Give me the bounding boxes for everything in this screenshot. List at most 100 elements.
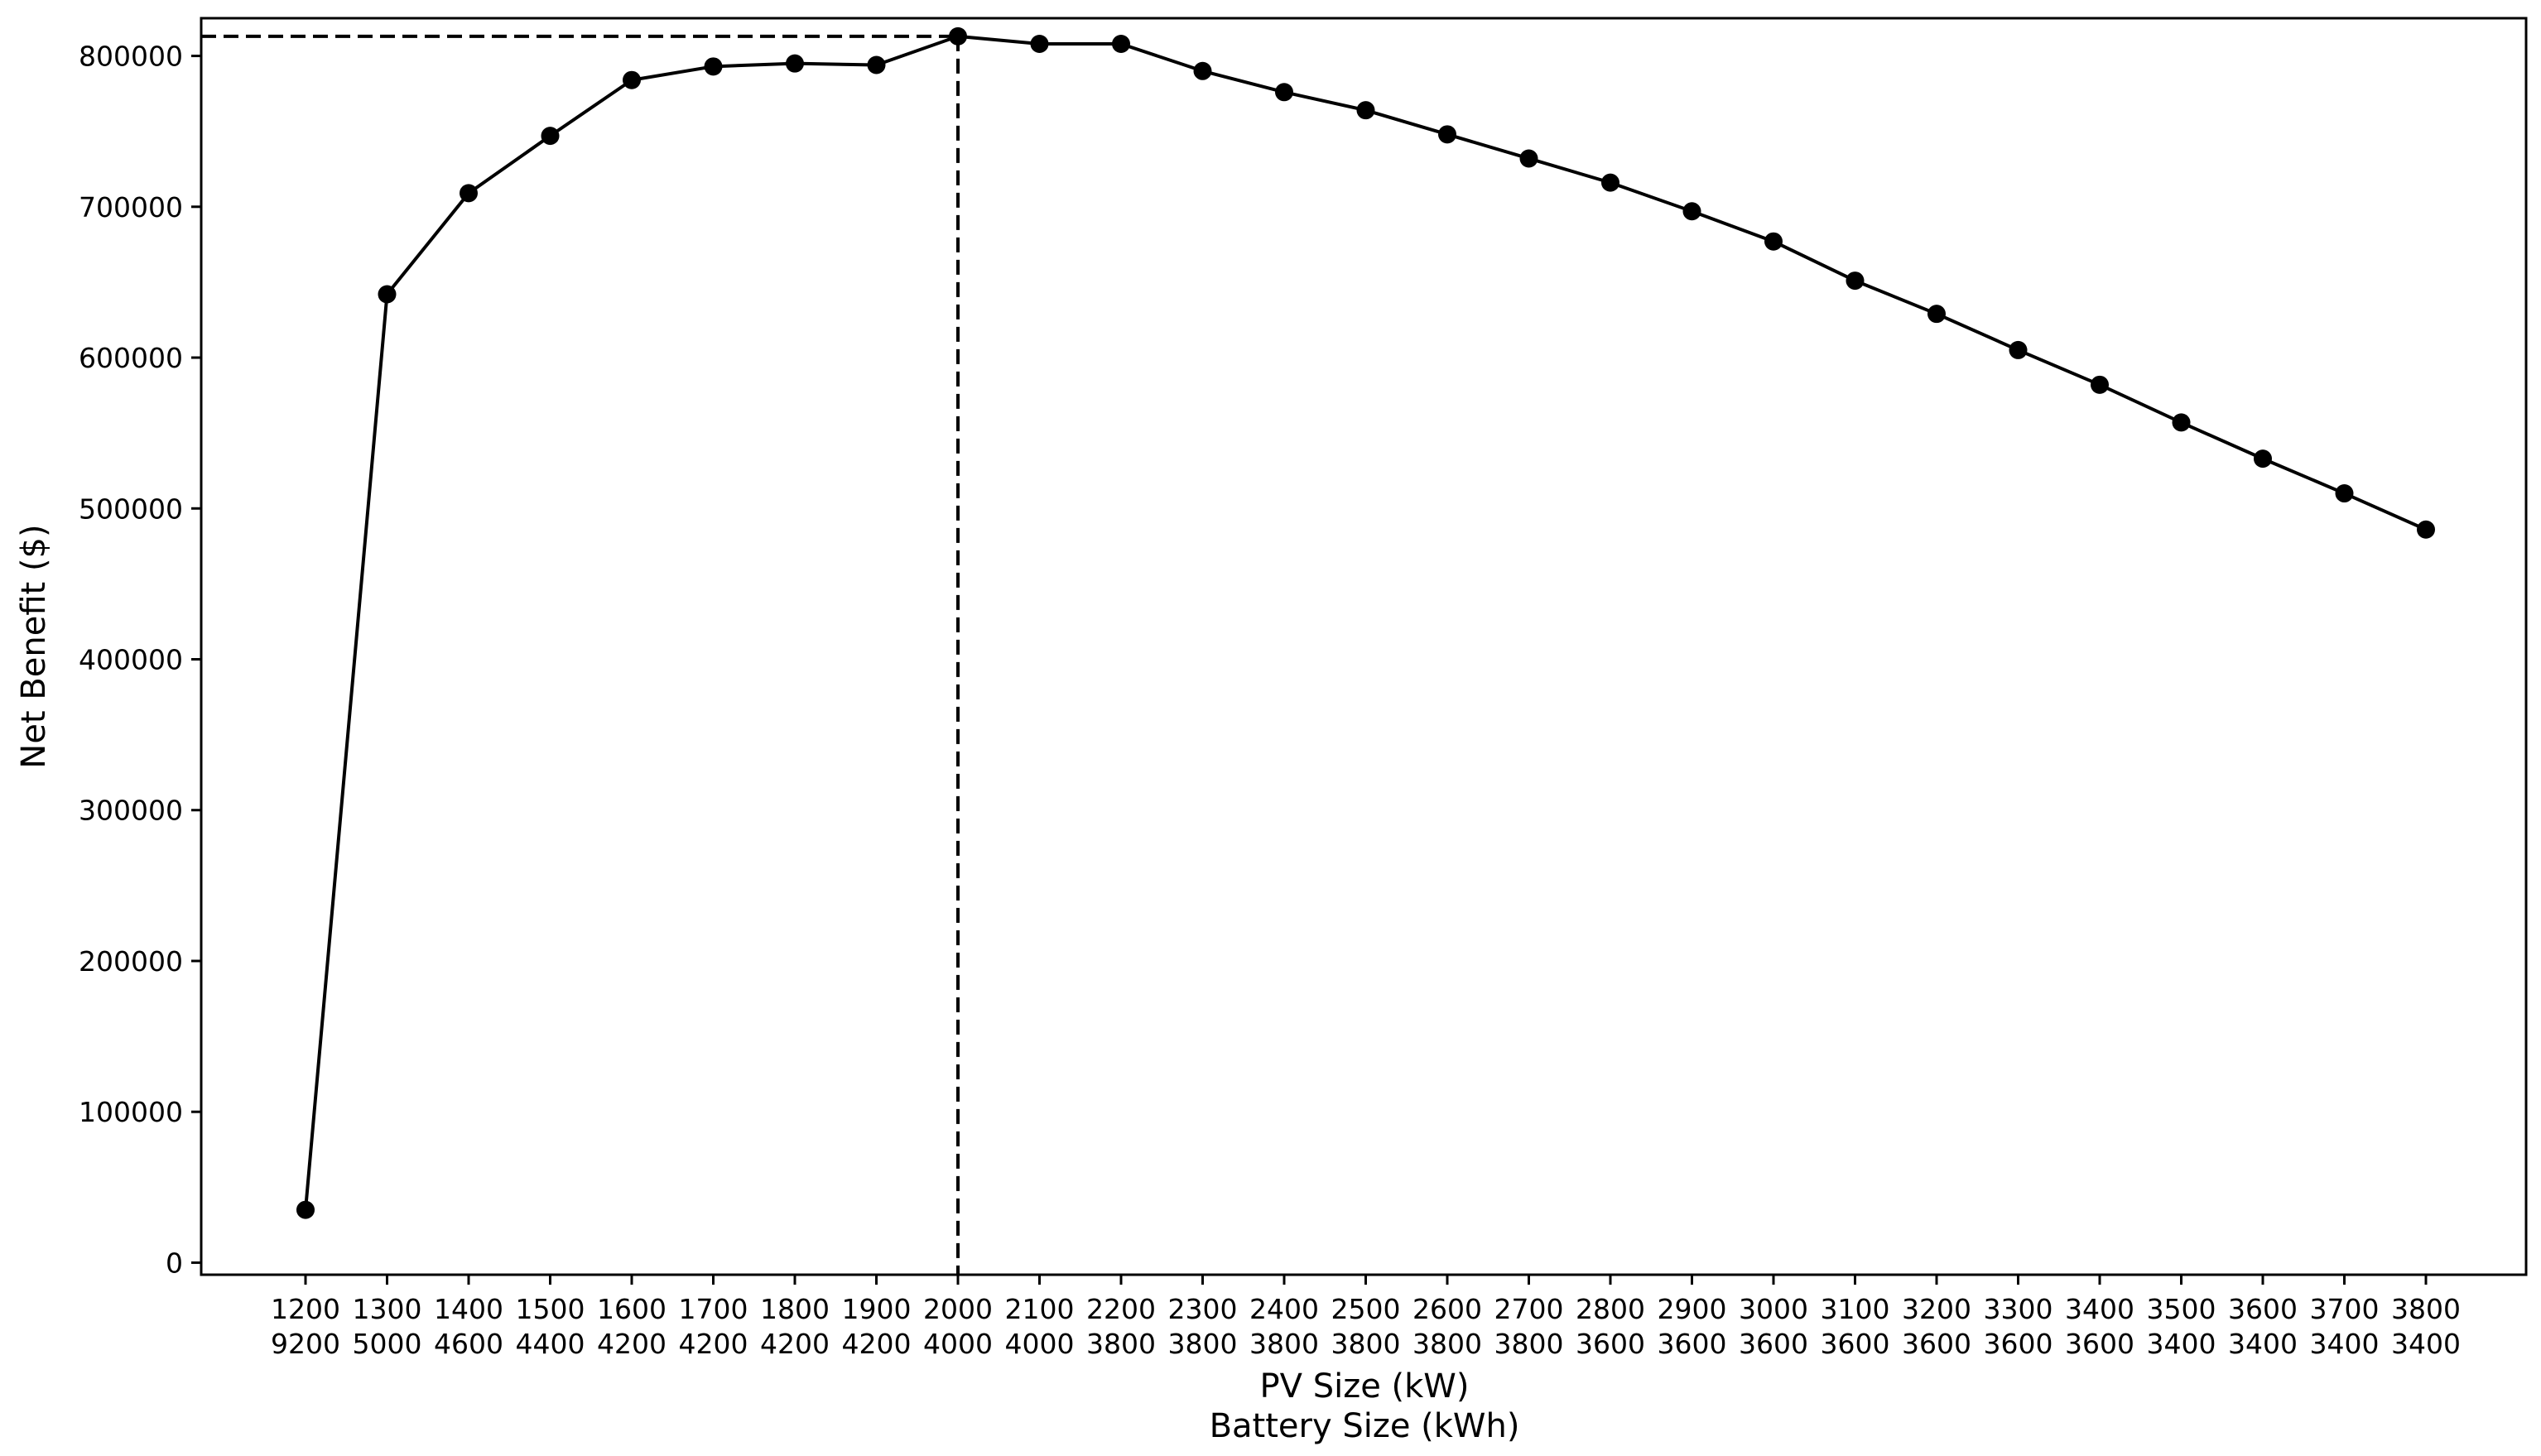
data-point <box>786 54 804 73</box>
x-tick-label-battery: 3800 <box>1168 1328 1238 1360</box>
x-tick-label-pv: 3300 <box>1984 1293 2053 1325</box>
data-point <box>867 55 886 74</box>
data-point <box>2172 413 2191 432</box>
data-point <box>1764 232 1783 251</box>
data-point <box>541 127 560 146</box>
x-tick-label-battery: 3600 <box>1821 1328 1890 1360</box>
data-point <box>1438 125 1456 144</box>
y-tick-label: 600000 <box>79 342 183 374</box>
x-tick-label-battery: 3800 <box>1249 1328 1319 1360</box>
data-point <box>949 26 967 46</box>
x-tick-label-battery: 3600 <box>1984 1328 2053 1360</box>
x-tick-label-battery: 4200 <box>760 1328 830 1360</box>
x-tick-label-pv: 1500 <box>516 1293 585 1325</box>
y-tick-label: 100000 <box>79 1096 183 1128</box>
x-tick-label-battery: 4200 <box>597 1328 667 1360</box>
data-point <box>460 184 478 203</box>
x-tick-label-pv: 3700 <box>2310 1293 2380 1325</box>
y-tick-label: 400000 <box>79 643 183 675</box>
y-tick-label: 200000 <box>79 945 183 978</box>
x-tick-label-battery: 4400 <box>516 1328 585 1360</box>
x-tick-label-battery: 3400 <box>2228 1328 2298 1360</box>
x-tick-label-battery: 4600 <box>434 1328 503 1360</box>
x-tick-label-pv: 2300 <box>1168 1293 1238 1325</box>
x-tick-label-battery: 5000 <box>353 1328 422 1360</box>
data-point <box>1356 101 1375 120</box>
y-tick-label: 700000 <box>79 191 183 223</box>
plot-frame <box>200 17 2528 1276</box>
data-point <box>1927 305 1946 324</box>
x-tick-label-battery: 3400 <box>2310 1328 2380 1360</box>
x-tick-label-battery: 3600 <box>1902 1328 1971 1360</box>
x-axis-label-battery: Battery Size (kWh) <box>1210 1407 1520 1445</box>
x-tick-label-pv: 3000 <box>1739 1293 1808 1325</box>
x-tick-label-battery: 3800 <box>1086 1328 1156 1360</box>
x-tick-label-battery: 4000 <box>923 1328 993 1360</box>
series-line <box>304 34 2427 1210</box>
data-point <box>623 70 641 89</box>
data-point <box>1682 202 1701 221</box>
x-tick-label-pv: 1400 <box>434 1293 503 1325</box>
x-tick-label-pv: 1300 <box>353 1293 422 1325</box>
series-net-benefit <box>296 26 2435 1219</box>
x-tick-label-pv: 2200 <box>1086 1293 1156 1325</box>
x-tick-label-pv: 3100 <box>1821 1293 1890 1325</box>
x-tick-label-battery: 4200 <box>842 1328 912 1360</box>
x-tick-label-pv: 3200 <box>1902 1293 1971 1325</box>
x-tick-label-battery: 3400 <box>2147 1328 2216 1360</box>
x-tick-label-pv: 2100 <box>1005 1293 1075 1325</box>
x-tick-label-pv: 3500 <box>2147 1293 2216 1325</box>
x-tick-label-pv: 2600 <box>1412 1293 1482 1325</box>
data-point <box>296 1200 315 1219</box>
x-tick-label-battery: 9200 <box>271 1328 340 1360</box>
y-tick-label: 0 <box>166 1247 183 1279</box>
data-point <box>2417 520 2435 539</box>
y-tick-label: 500000 <box>79 493 183 525</box>
x-tick-label-pv: 2800 <box>1576 1293 1645 1325</box>
x-tick-label-battery: 3400 <box>2391 1328 2461 1360</box>
x-tick-label-pv: 2000 <box>923 1293 993 1325</box>
x-tick-label-pv: 2400 <box>1249 1293 1319 1325</box>
data-point <box>2335 484 2354 503</box>
x-tick-label-battery: 3800 <box>1331 1328 1401 1360</box>
x-tick-label-battery: 3800 <box>1412 1328 1482 1360</box>
data-point <box>704 57 723 76</box>
x-tick-label-pv: 2900 <box>1658 1293 1727 1325</box>
x-tick-label-battery: 3600 <box>1576 1328 1645 1360</box>
x-tick-label-pv: 1900 <box>842 1293 912 1325</box>
x-tick-label-pv: 3800 <box>2391 1293 2461 1325</box>
data-point <box>1519 149 1538 168</box>
x-axis: 1200920013005000140046001500440016004200… <box>271 1275 2461 1360</box>
x-tick-label-battery: 3600 <box>1739 1328 1808 1360</box>
data-point <box>2091 375 2109 394</box>
x-tick-label-pv: 1600 <box>597 1293 667 1325</box>
y-axis-label: Net Benefit ($) <box>15 524 53 768</box>
x-tick-label-battery: 3800 <box>1494 1328 1564 1360</box>
x-tick-label-pv: 3600 <box>2228 1293 2298 1325</box>
x-tick-label-pv: 1200 <box>271 1293 340 1325</box>
data-point <box>1112 34 1130 53</box>
x-tick-label-pv: 2700 <box>1494 1293 1564 1325</box>
x-tick-label-pv: 1800 <box>760 1293 830 1325</box>
data-point <box>1030 34 1049 53</box>
y-axis: 0 100000 200000 300000 400000 500000 600000 700… <box>79 41 201 1279</box>
x-tick-label-pv: 1700 <box>679 1293 748 1325</box>
x-tick-label-battery: 4000 <box>1005 1328 1075 1360</box>
x-tick-label-battery: 3600 <box>2065 1328 2134 1360</box>
y-tick-label: 800000 <box>79 41 183 73</box>
x-axis-label-pv: PV Size (kW) <box>1260 1367 1470 1406</box>
optimum-reference-lines <box>201 34 960 1275</box>
x-tick-label-pv: 2500 <box>1331 1293 1401 1325</box>
data-point <box>2009 340 2028 359</box>
x-tick-label-battery: 3600 <box>1658 1328 1727 1360</box>
x-tick-label-pv: 3400 <box>2065 1293 2134 1325</box>
x-tick-label-battery: 4200 <box>679 1328 748 1360</box>
data-point <box>378 285 397 304</box>
data-point <box>2254 449 2272 469</box>
data-point <box>1601 173 1619 192</box>
data-point <box>1846 271 1865 291</box>
y-tick-label: 300000 <box>79 795 183 827</box>
data-point <box>1275 83 1293 102</box>
